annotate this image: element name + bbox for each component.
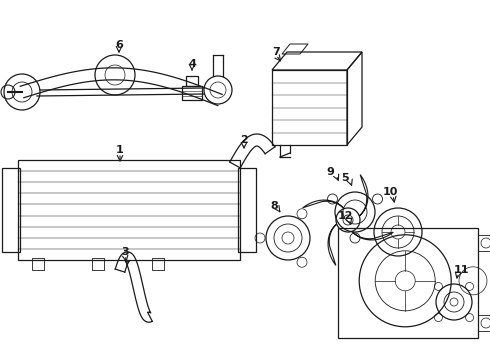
Bar [272,70,347,145]
Bar [186,76,198,86]
Bar [2,168,20,252]
Bar [18,160,240,260]
Text: 4: 4 [188,59,196,69]
Text: 9: 9 [326,167,334,177]
Bar [338,228,478,338]
Text: 8: 8 [270,201,278,211]
Text: 11: 11 [453,265,469,275]
Text: 7: 7 [272,47,280,57]
Bar [32,258,44,270]
Text: 1: 1 [116,145,124,155]
Text: 6: 6 [115,40,123,50]
Bar [152,258,164,270]
Text: 3: 3 [121,247,129,257]
Bar [478,315,490,331]
Text: 2: 2 [240,135,248,145]
Bar [182,86,202,100]
Bar [478,235,490,251]
Bar [92,258,104,270]
Bar [238,168,256,252]
Text: 5: 5 [341,173,349,183]
Text: 10: 10 [382,187,398,197]
Text: 12: 12 [337,211,353,221]
